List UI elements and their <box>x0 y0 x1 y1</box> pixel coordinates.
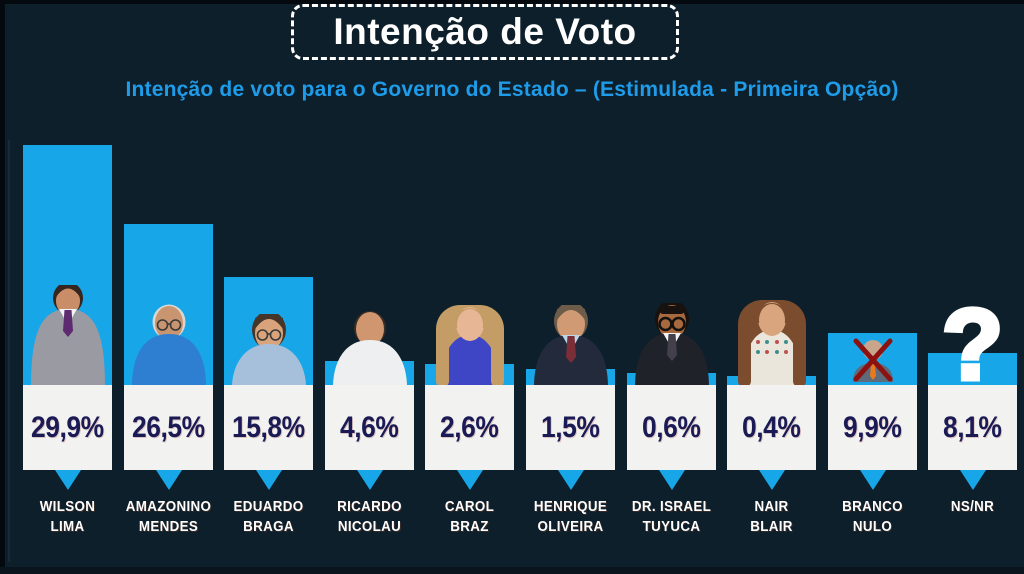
bar-column: 4,6% RICARDO NICOLAU <box>325 0 414 574</box>
pointer-triangle <box>456 470 483 490</box>
candidate-name-line: BRANCO <box>842 499 903 515</box>
candidate-name-line: BRAZ <box>450 519 489 535</box>
null-vote-icon <box>847 336 899 382</box>
value-box: 29,9% <box>23 385 112 470</box>
left-hairline <box>8 140 10 562</box>
bar-column: 0,4% NAIR BLAIR <box>727 0 816 574</box>
candidate-name: BRANCO NULO <box>822 497 922 537</box>
bar-column: 29,9% WILSON LIMA <box>23 0 112 574</box>
candidate-name-line: EDUARDO <box>233 499 304 515</box>
percent-label: 9,9% <box>843 410 902 444</box>
candidate-name-line: CAROL <box>444 499 495 515</box>
candidate-photo <box>428 305 512 387</box>
candidate-photo <box>630 303 714 387</box>
value-box: 26,5% <box>124 385 213 470</box>
pointer-triangle <box>557 470 584 490</box>
candidate-name-line: BLAIR <box>750 519 793 535</box>
question-mark-icon: ? <box>939 289 1005 401</box>
bar-column: 9,9% BRANCO NULO <box>828 0 917 574</box>
pointer-triangle <box>54 470 81 490</box>
percent-label: 0,6% <box>642 410 701 444</box>
candidate-photo <box>730 300 814 387</box>
candidate-name-line: NS/NR <box>950 499 995 515</box>
bar-column: ? 8,1% NS/NR <box>928 0 1017 574</box>
candidate-name-line: NAIR <box>754 499 789 515</box>
value-box: 0,4% <box>727 385 816 470</box>
value-box: 2,6% <box>425 385 514 470</box>
candidate-name-line: AMAZONINO <box>125 499 212 515</box>
candidate-photo <box>328 310 412 387</box>
bar-column: 26,5% AMAZONINO MENDES <box>124 0 213 574</box>
candidate-name: WILSON LIMA <box>17 497 117 537</box>
value-box: 8,1% <box>928 385 1017 470</box>
bar-column: 2,6% CAROL BRAZ <box>425 0 514 574</box>
pointer-triangle <box>859 470 886 490</box>
value-box: 15,8% <box>224 385 313 470</box>
candidate-name: RICARDO NICOLAU <box>319 497 419 537</box>
chart-title: Intenção de Voto <box>333 11 637 52</box>
chart-subtitle: Intenção de voto para o Governo do Estad… <box>125 78 899 101</box>
pointer-triangle <box>758 470 785 490</box>
value-box: 0,6% <box>627 385 716 470</box>
candidate-name-line: MENDES <box>138 519 199 535</box>
candidate-photo <box>26 285 110 387</box>
chart-title-box: Intenção de Voto <box>291 4 679 60</box>
candidate-name-line: RICARDO <box>337 499 402 515</box>
percent-label: 1,5% <box>541 410 600 444</box>
pointer-triangle <box>959 470 986 490</box>
candidate-name: AMAZONINO MENDES <box>118 497 218 537</box>
pointer-triangle <box>255 470 282 490</box>
candidate-name-line: WILSON <box>39 499 96 515</box>
bottom-edge-strip <box>0 567 1024 574</box>
candidate-name-line: BRAGA <box>243 519 294 535</box>
top-edge-strip <box>0 0 1024 4</box>
percent-label: 4,6% <box>340 410 399 444</box>
value-box: 9,9% <box>828 385 917 470</box>
candidate-name: NS/NR <box>922 497 1022 517</box>
percent-label: 8,1% <box>943 410 1002 444</box>
candidate-name-line: LIMA <box>50 519 85 535</box>
candidate-name: NAIR BLAIR <box>721 497 821 537</box>
pointer-triangle <box>155 470 182 490</box>
question-mark-glyph: ? <box>939 289 1005 401</box>
percent-label: 29,9% <box>31 410 104 444</box>
bar-column: 15,8% EDUARDO BRAGA <box>224 0 313 574</box>
candidate-name-line: OLIVEIRA <box>537 519 604 535</box>
candidate-name: CAROL BRAZ <box>419 497 519 537</box>
candidate-photo <box>529 305 613 387</box>
bar-column: 1,5% HENRIQUE OLIVEIRA <box>526 0 615 574</box>
pointer-triangle <box>356 470 383 490</box>
percent-label: 2,6% <box>440 410 499 444</box>
candidate-photo <box>227 314 311 387</box>
percent-label: 15,8% <box>232 410 305 444</box>
pointer-triangle <box>658 470 685 490</box>
candidate-name-line: DR. ISRAEL <box>631 499 712 515</box>
percent-label: 26,5% <box>132 410 205 444</box>
value-box: 1,5% <box>526 385 615 470</box>
candidate-name: DR. ISRAEL TUYUCA <box>621 497 721 537</box>
candidate-name-line: NULO <box>852 519 893 535</box>
candidate-name-line: TUYUCA <box>642 519 701 535</box>
candidate-name: HENRIQUE OLIVEIRA <box>520 497 620 537</box>
candidate-name-line: NICOLAU <box>337 519 402 535</box>
percent-label: 0,4% <box>742 410 801 444</box>
bar-column: 0,6% DR. ISRAEL TUYUCA <box>627 0 716 574</box>
candidate-photo <box>127 304 211 387</box>
candidate-name: EDUARDO BRAGA <box>218 497 318 537</box>
candidate-name-line: HENRIQUE <box>533 499 608 515</box>
left-edge-strip <box>0 0 5 574</box>
value-box: 4,6% <box>325 385 414 470</box>
